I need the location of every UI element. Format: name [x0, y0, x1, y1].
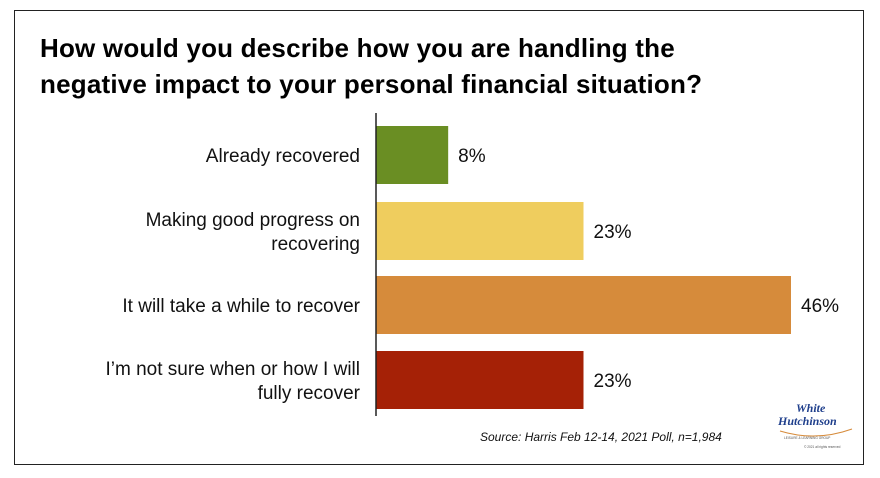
chart-title-line-1: How would you describe how you are handl…	[40, 33, 675, 63]
value-label-4: 23%	[594, 371, 632, 392]
category-label-4-line-2: fully recover	[258, 383, 361, 404]
logo-swoosh	[779, 428, 853, 437]
value-label-2: 23%	[594, 222, 632, 243]
bar-2	[376, 202, 584, 260]
source-note: Source: Harris Feb 12-14, 2021 Poll, n=1…	[480, 430, 722, 444]
logo-line-2: Hutchinson	[777, 414, 837, 428]
chart-title-line-2: negative impact to your personal financi…	[40, 69, 703, 99]
white-hutchinson-logo: White Hutchinson LEISURE & LEARNING GROU…	[777, 401, 853, 449]
logo-copyright: © 2021 all rights reserved	[804, 445, 841, 449]
category-label-3: It will take a while to recover	[122, 296, 360, 317]
bar-4	[376, 351, 584, 409]
bar-1	[376, 126, 449, 184]
value-label-3: 46%	[801, 296, 839, 317]
category-label-1: Already recovered	[206, 146, 360, 167]
bar-3	[376, 276, 791, 334]
category-label-2-line-1: Making good progress on	[146, 210, 360, 231]
chart-title: How would you describe how you are handl…	[40, 30, 860, 102]
category-label-2-line-2: recovering	[271, 234, 360, 255]
value-label-1: 8%	[458, 146, 486, 167]
logo-tagline: LEISURE & LEARNING GROUP	[784, 436, 830, 440]
category-label-4-line-1: I’m not sure when or how I will	[106, 359, 361, 380]
logo-line-1: White	[796, 401, 826, 415]
